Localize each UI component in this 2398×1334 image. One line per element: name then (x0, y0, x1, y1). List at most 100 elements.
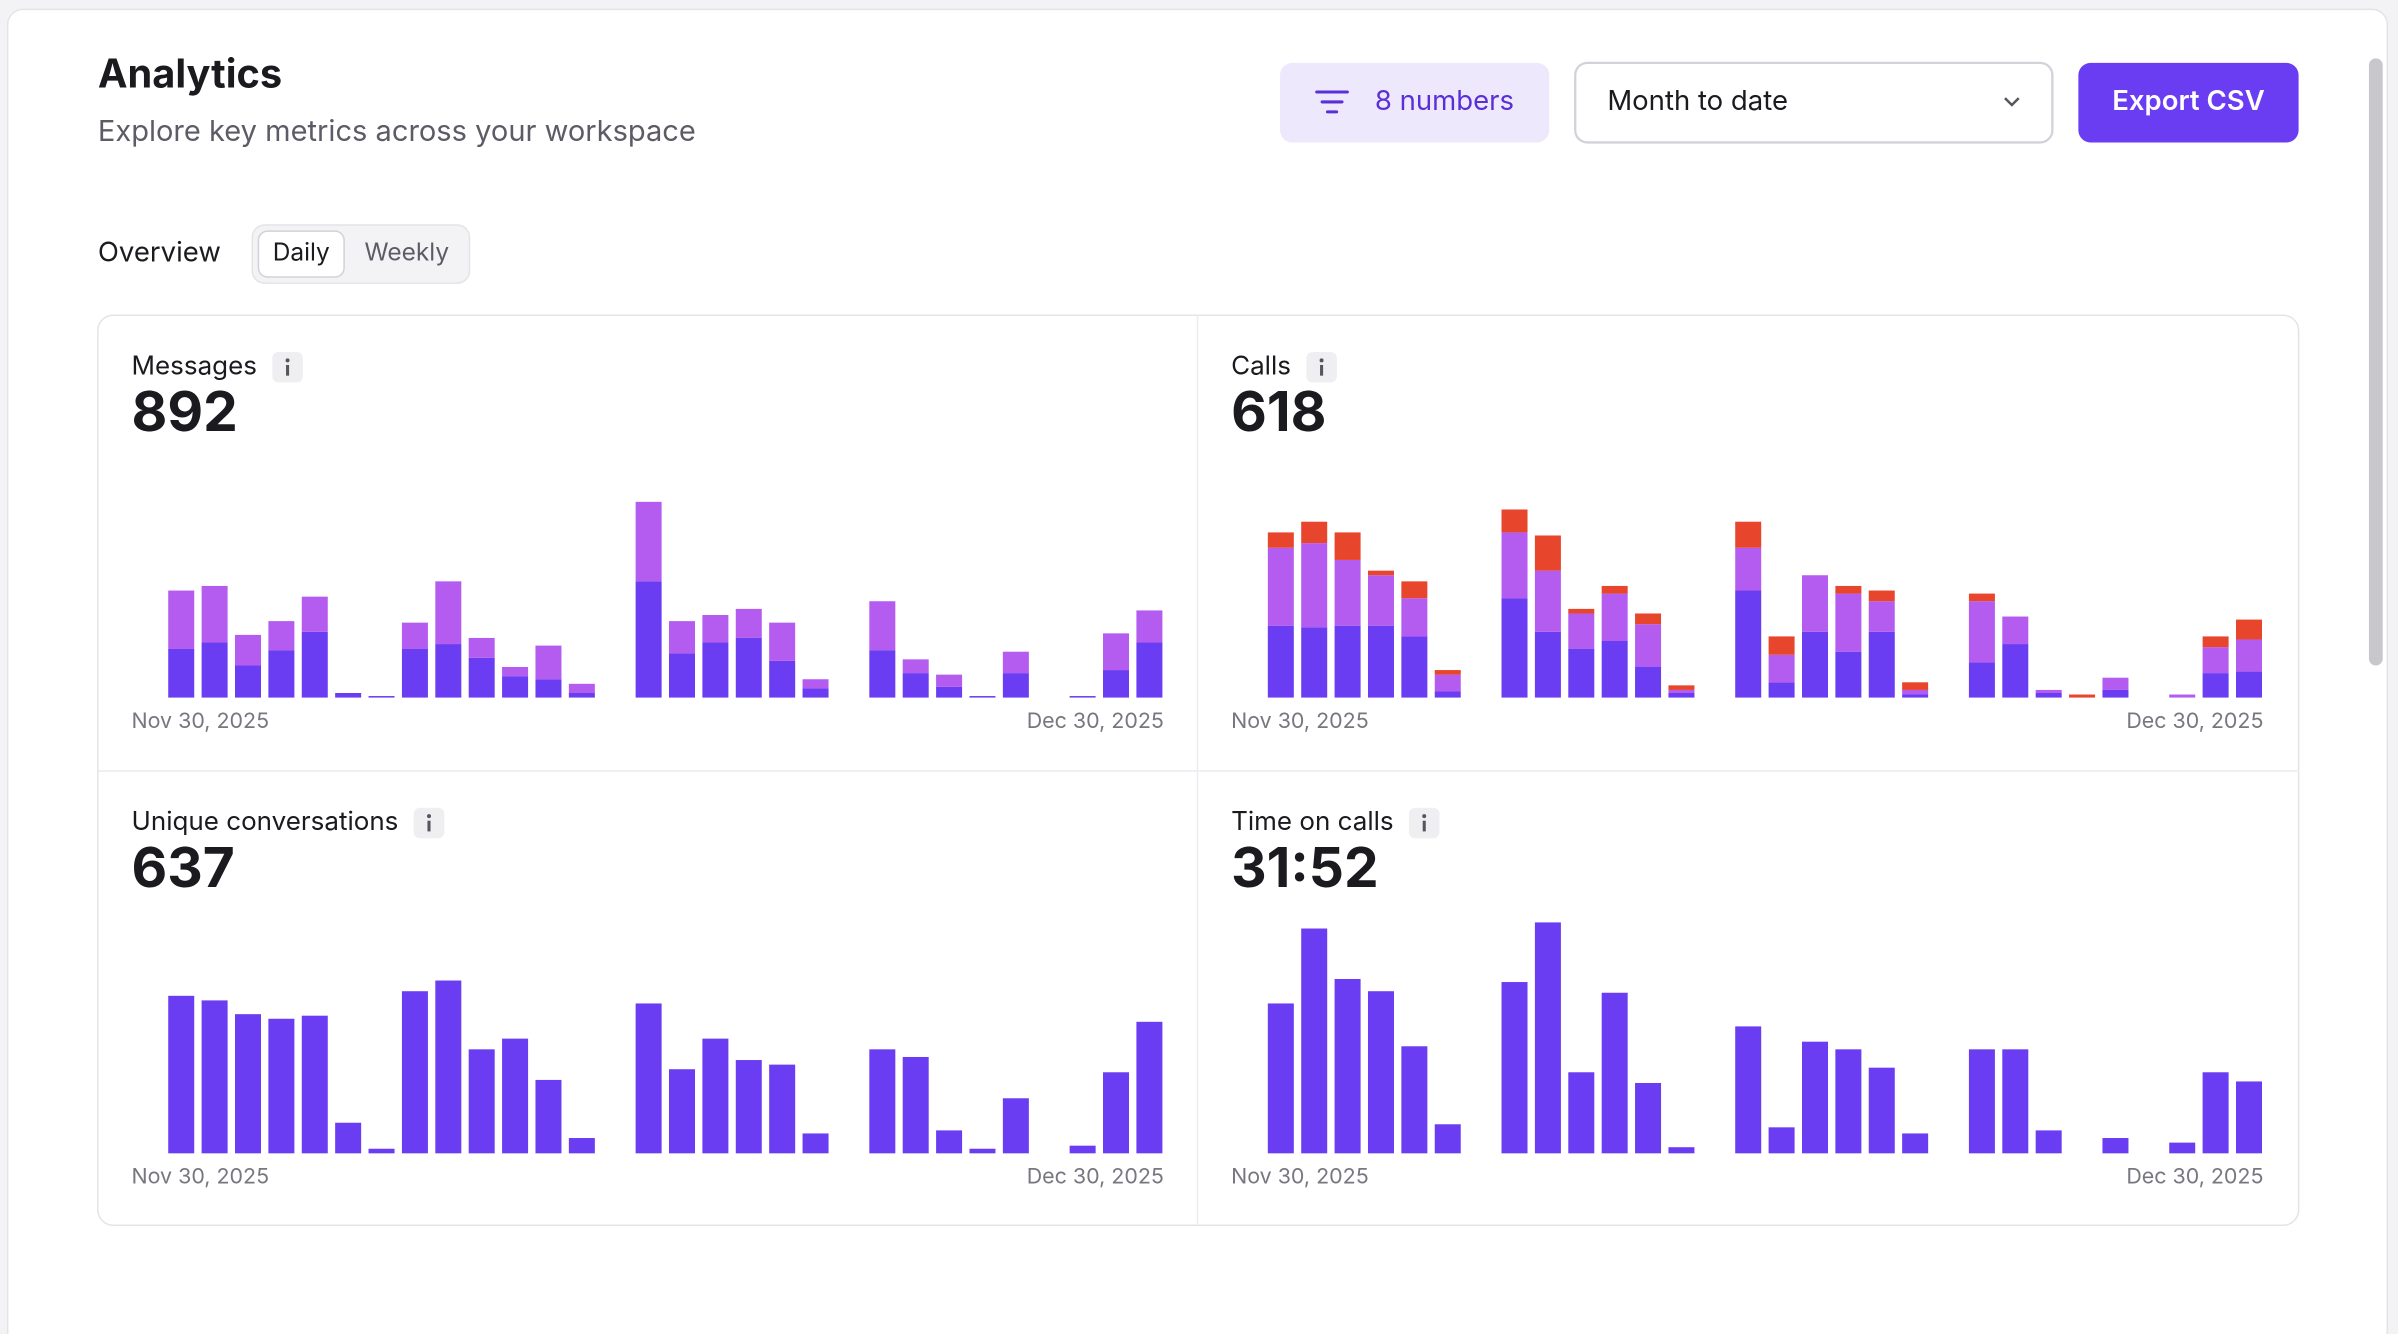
bar-segment (401, 648, 428, 698)
bar-segment (568, 692, 595, 698)
bar-segment (1668, 685, 1695, 690)
bar-segment (1601, 641, 1628, 698)
page-title: Analytics (98, 49, 282, 98)
bar-segment (1434, 1124, 1461, 1154)
metric-title: Messages (132, 350, 257, 381)
bar-segment (301, 1015, 328, 1154)
bar-segment (1635, 613, 1662, 625)
bar-segment (669, 621, 696, 654)
bar-segment (2035, 692, 2062, 698)
info-dot (285, 358, 290, 363)
tab-daily[interactable]: Daily (273, 237, 330, 267)
x-tick-label: Nov 30, 2025 (132, 708, 270, 734)
bar-segment (1568, 608, 1595, 614)
bar-segment (1768, 1127, 1795, 1154)
info-stem (1320, 364, 1324, 376)
bar-segment (2069, 694, 2096, 698)
tab-active-bg (257, 230, 345, 278)
bar-segment (1267, 547, 1294, 626)
metric-total: 892 (132, 379, 238, 445)
filter-button-bg (1280, 62, 1550, 143)
bar-segment (1668, 689, 1695, 693)
bar-segment (1069, 1145, 1096, 1154)
bar-segment (1267, 625, 1294, 698)
bar-segment (2102, 1138, 2129, 1154)
x-tick-label: Nov 30, 2025 (1231, 1164, 1369, 1190)
bar-segment (702, 642, 729, 698)
bar-segment (301, 631, 328, 698)
tab-weekly[interactable]: Weekly (365, 237, 450, 267)
bar-segment (1334, 559, 1361, 626)
bar-segment (669, 1069, 696, 1154)
bar-segment (2202, 673, 2229, 698)
bar-segment (2102, 689, 2129, 698)
bar-segment (335, 1122, 362, 1154)
bar-segment (168, 995, 195, 1154)
bar-segment (1002, 651, 1029, 674)
x-tick-label: Nov 30, 2025 (132, 1164, 270, 1190)
bar-segment (1601, 585, 1628, 594)
bar-segment (1735, 547, 1762, 591)
bar-segment (268, 650, 295, 698)
bar-segment (936, 1130, 963, 1154)
bar-segment (902, 1056, 929, 1154)
bar-segment (2035, 689, 2062, 693)
bar-segment (1401, 598, 1428, 637)
bar-segment (735, 637, 762, 698)
export-button[interactable]: Export CSV (2078, 62, 2299, 143)
range-label: Month to date (1607, 83, 1788, 117)
bar-segment (1902, 694, 1929, 698)
bar-segment (1136, 1021, 1163, 1154)
bar-segment (1635, 1082, 1662, 1154)
bar-segment (2002, 644, 2029, 698)
bar-segment (435, 581, 462, 645)
bar-segment (535, 645, 562, 680)
bar-segment (1568, 1072, 1595, 1154)
bar-segment (535, 1079, 562, 1154)
export-button-bg (2078, 62, 2299, 143)
bar-segment (1367, 570, 1394, 576)
bar-segment (635, 501, 662, 582)
bar-segment (201, 1000, 228, 1154)
bar-segment (2169, 1142, 2196, 1154)
bar-segment (568, 1138, 595, 1154)
bar-segment (1835, 585, 1862, 594)
bar-segment (1768, 636, 1795, 655)
metric-total: 637 (132, 835, 235, 901)
bar-segment (368, 696, 395, 698)
metric-title: Unique conversations (132, 806, 399, 837)
bar-segment (468, 637, 495, 658)
filter-label: 8 numbers (1375, 83, 1514, 117)
bar-segment (1334, 625, 1361, 698)
bar-segment (1534, 631, 1561, 698)
bar-segment (1501, 532, 1528, 599)
bar-segment (368, 1148, 395, 1154)
bar-segment (168, 648, 195, 698)
bar-segment (1301, 521, 1328, 544)
info-dot (1319, 358, 1324, 363)
bar-segment (502, 676, 529, 698)
bar-segment (1902, 689, 1929, 695)
bar-segment (535, 679, 562, 698)
bar-segment (1735, 1026, 1762, 1154)
bar-segment (769, 1064, 796, 1154)
bar-segment (1868, 590, 1895, 602)
info-dot (427, 814, 431, 819)
bar-segment (1835, 651, 1862, 698)
bar-segment (1501, 598, 1528, 698)
range-select[interactable]: Month to date (1574, 61, 2054, 144)
bar-segment (1334, 532, 1361, 560)
filter-button[interactable]: 8 numbers (1280, 62, 1550, 143)
bar-segment (869, 1049, 896, 1154)
scrollbar-thumb[interactable] (2368, 58, 2383, 666)
bar-segment (1801, 575, 1828, 632)
x-tick-label: Dec 30, 2025 (1027, 708, 1164, 734)
bar-segment (969, 1148, 996, 1154)
bar-segment (2235, 639, 2262, 672)
bar-segment (2235, 619, 2262, 640)
bar-segment (902, 659, 929, 674)
bar-segment (1968, 593, 1995, 602)
bar-segment (201, 585, 228, 643)
bar-segment (1835, 593, 1862, 652)
